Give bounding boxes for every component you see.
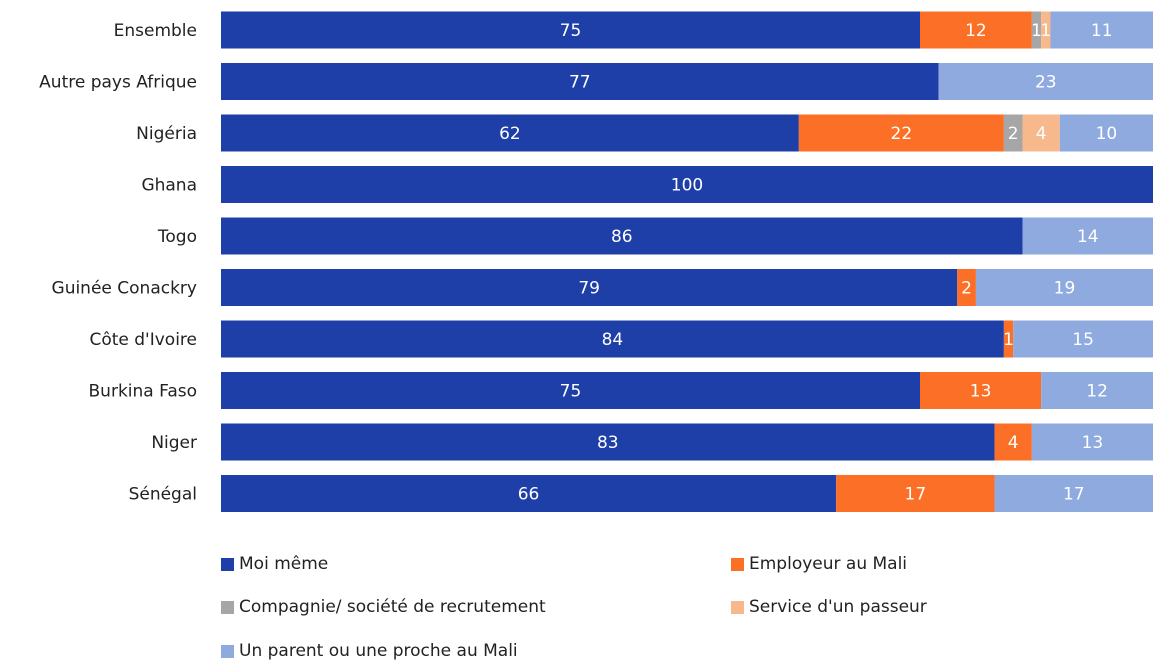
bar-segment bbox=[994, 423, 1032, 461]
bar-segment bbox=[1050, 11, 1153, 49]
bar-segment bbox=[221, 63, 939, 100]
data-label: 14 bbox=[1077, 227, 1099, 247]
bar-segment bbox=[920, 372, 1042, 409]
data-label: 84 bbox=[602, 330, 624, 350]
bar-segment bbox=[221, 269, 958, 306]
data-label: 4 bbox=[1036, 124, 1047, 144]
bar-segment bbox=[920, 11, 1032, 49]
data-label: 2 bbox=[1008, 124, 1019, 144]
category-label: Côte d'Ivoire bbox=[89, 330, 197, 350]
data-label: 1 bbox=[1040, 21, 1051, 41]
bar-segments bbox=[221, 11, 1153, 512]
bar-segment bbox=[798, 114, 1004, 152]
bar-segment bbox=[1041, 11, 1051, 49]
data-label: 17 bbox=[905, 485, 927, 505]
data-label: 100 bbox=[671, 176, 703, 196]
bar-segment bbox=[1003, 320, 1014, 358]
data-label: 11 bbox=[1091, 21, 1113, 41]
bar-segment bbox=[221, 320, 1004, 358]
data-label: 62 bbox=[499, 124, 521, 144]
category-label: Guinée Conackry bbox=[52, 279, 197, 299]
bar-segment bbox=[836, 475, 995, 512]
bar-segment bbox=[221, 166, 1153, 203]
bar-segment bbox=[221, 372, 920, 409]
data-label: 2 bbox=[961, 279, 972, 299]
data-label: 75 bbox=[560, 21, 582, 41]
bar-segment bbox=[221, 11, 920, 49]
bar-segment bbox=[1031, 423, 1153, 461]
bar-segment bbox=[1022, 217, 1153, 255]
category-label: Nigéria bbox=[136, 124, 197, 144]
category-label: Togo bbox=[157, 227, 197, 247]
category-label: Ensemble bbox=[114, 21, 197, 41]
data-label: 1 bbox=[1031, 21, 1042, 41]
data-label: 13 bbox=[1082, 433, 1104, 453]
data-label: 22 bbox=[891, 124, 913, 144]
bar-segment bbox=[994, 475, 1153, 512]
data-label: 12 bbox=[1086, 382, 1108, 402]
bar-segment bbox=[957, 269, 976, 306]
bar-segment bbox=[221, 114, 799, 152]
data-label: 23 bbox=[1035, 73, 1057, 93]
data-label: 66 bbox=[518, 485, 540, 505]
data-label: 19 bbox=[1054, 279, 1076, 299]
category-labels: Ensemble Autre pays Afrique Nigéria Ghana To… bbox=[39, 21, 197, 505]
data-label: 75 bbox=[560, 382, 582, 402]
data-label: 15 bbox=[1072, 330, 1094, 350]
bar-segment bbox=[1013, 320, 1153, 358]
data-label: 83 bbox=[597, 433, 619, 453]
bar-segment bbox=[221, 217, 1023, 255]
data-label: 77 bbox=[569, 73, 591, 93]
data-label: 1 bbox=[1003, 330, 1014, 350]
bar-segment bbox=[1003, 114, 1023, 152]
bar-segment bbox=[975, 269, 1153, 306]
bar-segment bbox=[1059, 114, 1153, 152]
data-label: 10 bbox=[1096, 124, 1118, 144]
data-label: 86 bbox=[611, 227, 633, 247]
data-label: 4 bbox=[1008, 433, 1019, 453]
data-label: 79 bbox=[578, 279, 600, 299]
category-label: Ghana bbox=[141, 176, 197, 196]
data-label: 17 bbox=[1063, 485, 1085, 505]
bar-segment bbox=[1041, 372, 1153, 409]
bar-segment bbox=[221, 423, 995, 461]
bar-segment bbox=[1031, 11, 1042, 49]
bar-segment bbox=[1022, 114, 1060, 152]
data-label: 12 bbox=[965, 21, 987, 41]
category-label: Burkina Faso bbox=[89, 382, 197, 402]
category-label: Niger bbox=[151, 433, 197, 453]
bar-segment bbox=[221, 475, 837, 512]
category-label: Sénégal bbox=[129, 485, 197, 505]
category-label: Autre pays Afrique bbox=[39, 73, 197, 93]
bar-segment bbox=[938, 63, 1153, 100]
data-label: 13 bbox=[970, 382, 992, 402]
